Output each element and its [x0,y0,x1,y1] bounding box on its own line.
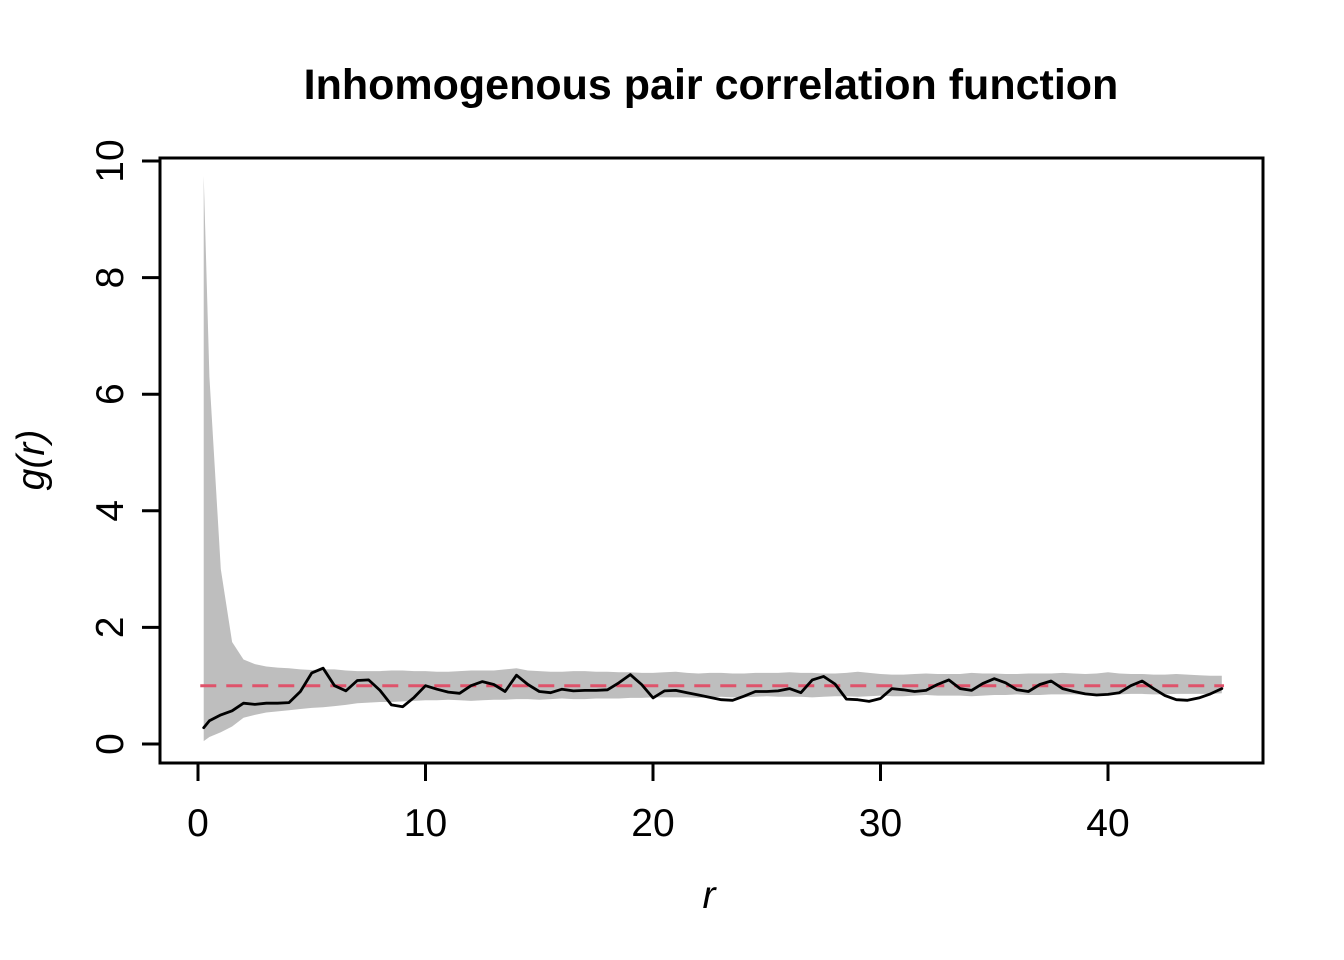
x-tick-label: 0 [187,802,209,845]
y-tick-label: 8 [89,267,132,289]
y-tick-label: 4 [89,500,132,522]
confidence-envelope-band [203,175,1222,742]
y-tick-label: 6 [89,383,132,405]
y-tick-label: 0 [89,733,132,755]
y-axis-label: g(r) [10,430,53,491]
x-tick-label: 20 [631,802,674,845]
y-axis: 0 2 4 6 8 10 [89,139,160,755]
observed-pcf-line [202,666,1224,730]
y-tick-label: 2 [89,617,132,639]
y-tick-label: 10 [89,139,132,182]
chart-title: Inhomogenous pair correlation function [304,61,1119,109]
x-axis: 0 10 20 30 40 [187,763,1130,845]
plot-box [158,156,1265,765]
x-tick-label: 40 [1086,802,1129,845]
x-tick-label: 30 [859,802,902,845]
x-axis-label: r [703,874,718,917]
x-tick-label: 10 [404,802,447,845]
